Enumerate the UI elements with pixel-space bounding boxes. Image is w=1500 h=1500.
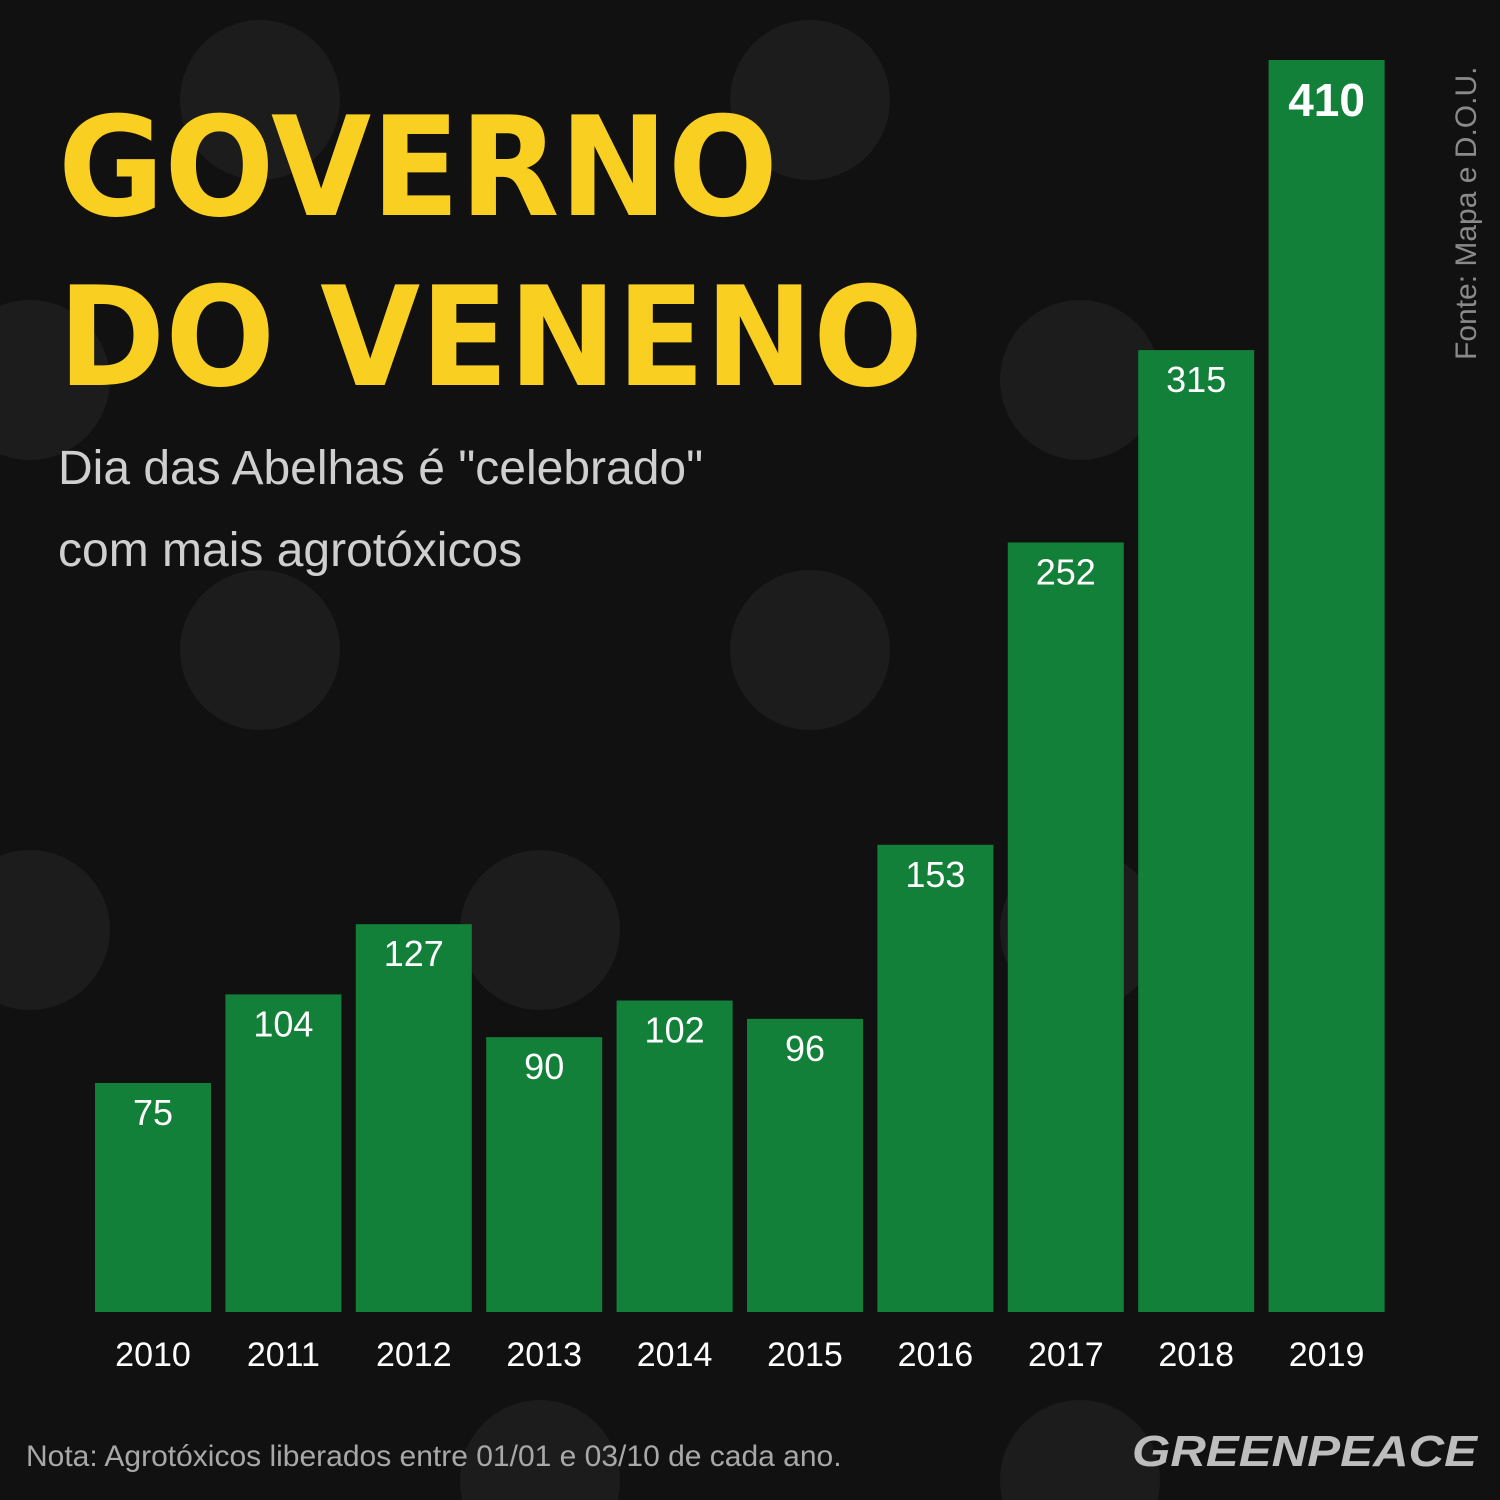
x-tick-label: 2019 xyxy=(1289,1336,1365,1374)
source: Fonte: Mapa e D.O.U. xyxy=(1450,67,1483,360)
x-tick-label: 2015 xyxy=(767,1336,843,1374)
bar xyxy=(486,1037,603,1312)
value-label: 90 xyxy=(524,1046,564,1087)
bar xyxy=(225,994,342,1312)
x-tick-label: 2018 xyxy=(1158,1336,1234,1374)
logo: GREENPEACE xyxy=(1132,1427,1479,1476)
bar xyxy=(1138,350,1255,1313)
bar xyxy=(95,1082,211,1312)
x-tick-label: 2017 xyxy=(1028,1336,1104,1374)
x-tick-label: 2011 xyxy=(247,1336,320,1374)
bar xyxy=(1007,542,1124,1312)
x-tick-label: 2016 xyxy=(898,1336,974,1374)
bar xyxy=(877,844,994,1312)
value-label: 127 xyxy=(384,933,444,974)
value-label: 153 xyxy=(905,854,965,895)
x-tick-label: 2013 xyxy=(506,1336,582,1374)
x-tick-label: 2010 xyxy=(115,1336,191,1374)
chart-title: DO VENENO xyxy=(58,257,923,418)
bar xyxy=(355,924,472,1312)
value-label: 104 xyxy=(253,1003,313,1044)
value-label: 75 xyxy=(133,1092,173,1133)
value-label: 96 xyxy=(785,1028,825,1069)
bar xyxy=(616,1000,733,1312)
value-label: 315 xyxy=(1166,359,1226,400)
x-tick-label: 2012 xyxy=(376,1336,452,1374)
x-tick-label: 2014 xyxy=(637,1336,713,1374)
value-label: 410 xyxy=(1288,74,1365,126)
subtitle: Dia das Abelhas é "celebrado" xyxy=(58,442,703,495)
note: Nota: Agrotóxicos liberados entre 01/01 … xyxy=(26,1440,842,1473)
chart-title: GOVERNO xyxy=(58,87,778,248)
subtitle: com mais agrotóxicos xyxy=(58,524,522,577)
value-label: 252 xyxy=(1036,551,1096,592)
bar xyxy=(747,1018,863,1312)
bar xyxy=(1268,60,1385,1312)
value-label: 102 xyxy=(645,1010,705,1051)
